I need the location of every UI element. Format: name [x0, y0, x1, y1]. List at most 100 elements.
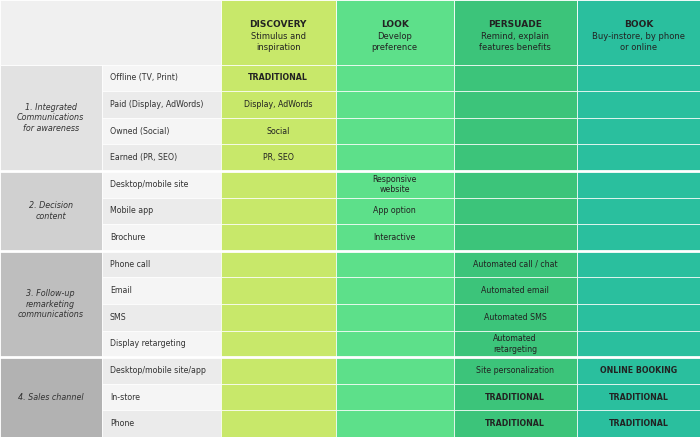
Bar — [454, 331, 577, 357]
Text: TRADITIONAL: TRADITIONAL — [485, 392, 545, 402]
Bar — [336, 277, 454, 304]
Bar — [102, 65, 220, 91]
Bar — [577, 277, 700, 304]
Bar — [220, 357, 336, 384]
Bar — [220, 145, 336, 171]
Text: TRADITIONAL: TRADITIONAL — [608, 392, 668, 402]
Bar — [454, 304, 577, 331]
Bar — [336, 331, 454, 357]
Bar — [0, 65, 102, 171]
Bar — [220, 65, 336, 91]
Bar — [454, 384, 577, 410]
Bar — [577, 65, 700, 91]
Text: DISCOVERY: DISCOVERY — [250, 20, 307, 29]
Bar — [336, 251, 454, 277]
Bar — [0, 251, 102, 357]
Bar — [220, 410, 336, 437]
Bar — [220, 224, 336, 251]
Text: TRADITIONAL: TRADITIONAL — [608, 419, 668, 428]
Bar — [577, 198, 700, 224]
Bar — [102, 384, 220, 410]
Bar — [220, 251, 336, 277]
Bar — [102, 331, 220, 357]
Text: 1. Integrated
Communications
for awareness: 1. Integrated Communications for awarene… — [17, 103, 85, 133]
Text: Brochure: Brochure — [110, 233, 145, 242]
Bar — [577, 384, 700, 410]
Text: PR, SEO: PR, SEO — [262, 153, 294, 162]
Text: In-store: In-store — [110, 392, 140, 402]
Bar — [0, 171, 102, 251]
Bar — [336, 357, 454, 384]
Text: Phone call: Phone call — [110, 260, 150, 269]
Text: SMS: SMS — [110, 313, 127, 322]
Bar — [102, 224, 220, 251]
Bar — [220, 91, 336, 118]
Text: BOOK: BOOK — [624, 20, 653, 29]
Bar — [577, 251, 700, 277]
Text: 3. Follow-up
remarketing
communications: 3. Follow-up remarketing communications — [18, 289, 84, 319]
Text: Paid (Display, AdWords): Paid (Display, AdWords) — [110, 100, 203, 109]
Bar — [336, 171, 454, 198]
Bar — [577, 171, 700, 198]
Bar — [102, 171, 220, 198]
Bar — [220, 198, 336, 224]
Text: Automated email: Automated email — [482, 286, 549, 295]
Bar — [220, 384, 336, 410]
Bar — [336, 91, 454, 118]
Bar — [102, 410, 220, 437]
Text: 2. Decision
content: 2. Decision content — [29, 201, 73, 221]
Bar — [454, 410, 577, 437]
Bar — [454, 65, 577, 91]
Text: TRADITIONAL: TRADITIONAL — [248, 73, 308, 83]
Text: Social: Social — [267, 127, 290, 135]
Bar — [577, 118, 700, 145]
Text: App option: App option — [373, 206, 416, 215]
Text: Automated
retargeting: Automated retargeting — [493, 334, 538, 354]
Text: Display, AdWords: Display, AdWords — [244, 100, 312, 109]
Text: Remind, explain
features benefits: Remind, explain features benefits — [480, 32, 551, 52]
Bar — [336, 145, 454, 171]
Text: Offline (TV, Print): Offline (TV, Print) — [110, 73, 178, 83]
Text: ONLINE BOOKING: ONLINE BOOKING — [600, 366, 677, 375]
Bar — [577, 91, 700, 118]
Bar — [577, 145, 700, 171]
Text: Mobile app: Mobile app — [110, 206, 153, 215]
Bar — [454, 251, 577, 277]
Bar — [454, 357, 577, 384]
Bar — [336, 410, 454, 437]
Bar — [102, 277, 220, 304]
Bar — [102, 118, 220, 145]
Bar — [577, 357, 700, 384]
Bar — [577, 410, 700, 437]
Bar — [577, 304, 700, 331]
Text: Desktop/mobile site: Desktop/mobile site — [110, 180, 188, 189]
Text: TRADITIONAL: TRADITIONAL — [485, 419, 545, 428]
Text: Earned (PR, SEO): Earned (PR, SEO) — [110, 153, 177, 162]
Text: Email: Email — [110, 286, 132, 295]
Bar — [577, 331, 700, 357]
Bar — [454, 118, 577, 145]
Bar — [102, 145, 220, 171]
Text: Automated call / chat: Automated call / chat — [473, 260, 557, 269]
Bar — [454, 91, 577, 118]
Bar — [102, 304, 220, 331]
Bar — [336, 65, 454, 91]
Bar — [220, 0, 336, 65]
Bar — [577, 224, 700, 251]
Bar — [336, 0, 454, 65]
Text: Automated SMS: Automated SMS — [484, 313, 547, 322]
Bar — [336, 384, 454, 410]
Text: Responsive
website: Responsive website — [372, 175, 417, 194]
Bar — [102, 91, 220, 118]
Bar — [102, 251, 220, 277]
Bar — [454, 171, 577, 198]
Text: Display retargeting: Display retargeting — [110, 340, 186, 348]
Text: LOOK: LOOK — [381, 20, 409, 29]
Bar — [102, 198, 220, 224]
Bar — [220, 118, 336, 145]
Bar — [336, 118, 454, 145]
Text: PERSUADE: PERSUADE — [489, 20, 542, 29]
Bar — [454, 224, 577, 251]
Bar — [336, 224, 454, 251]
Text: Interactive: Interactive — [374, 233, 416, 242]
